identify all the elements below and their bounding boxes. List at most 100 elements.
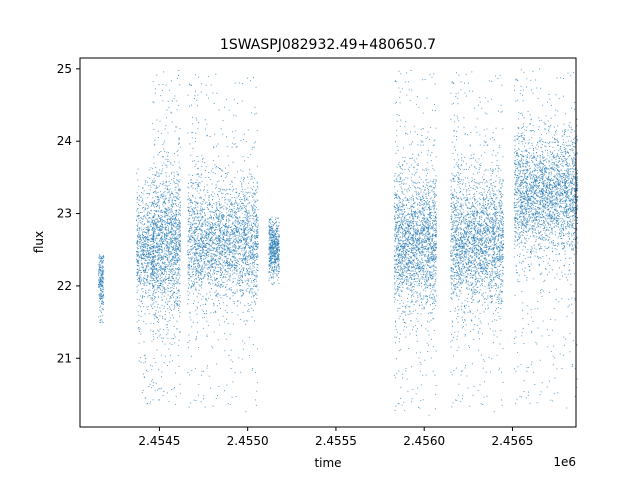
data-point	[175, 277, 177, 279]
data-point	[154, 143, 156, 145]
data-point	[224, 309, 226, 311]
data-point	[202, 251, 204, 253]
data-point	[179, 243, 181, 245]
data-point	[166, 242, 168, 244]
data-point	[136, 246, 138, 248]
data-point	[215, 248, 217, 250]
data-point	[195, 223, 197, 225]
data-point	[206, 224, 208, 226]
data-point	[156, 119, 158, 121]
data-point	[218, 180, 220, 182]
data-point	[144, 270, 146, 272]
data-point	[233, 225, 235, 227]
data-point	[170, 111, 172, 113]
data-point	[189, 143, 191, 145]
data-point	[204, 261, 206, 263]
data-point	[194, 239, 196, 241]
data-point	[172, 294, 174, 296]
data-point	[154, 215, 156, 217]
data-point	[205, 298, 207, 299]
data-point	[205, 245, 207, 247]
data-point	[155, 278, 157, 280]
data-point	[197, 265, 199, 267]
data-point	[207, 272, 209, 274]
data-point	[175, 246, 177, 248]
data-point	[139, 267, 141, 269]
data-point	[178, 344, 180, 346]
data-point	[225, 208, 227, 210]
data-point	[174, 257, 176, 258]
data-point	[167, 337, 169, 339]
data-point	[225, 231, 227, 233]
data-point	[254, 194, 256, 196]
data-point	[138, 331, 140, 332]
data-point	[153, 323, 155, 324]
data-point	[174, 130, 176, 132]
data-point	[239, 245, 241, 247]
data-point	[147, 305, 149, 307]
data-point	[238, 357, 240, 359]
data-point	[168, 288, 170, 289]
data-point	[153, 191, 155, 193]
data-point	[172, 265, 174, 267]
data-point	[222, 243, 224, 245]
data-point	[169, 244, 171, 246]
data-point	[173, 246, 175, 248]
data-point	[216, 273, 218, 275]
data-point	[221, 237, 223, 239]
data-point	[136, 215, 138, 217]
data-point	[178, 224, 180, 226]
data-point	[174, 237, 176, 239]
data-point	[147, 263, 149, 265]
data-point	[193, 183, 195, 184]
data-point	[191, 184, 193, 186]
data-point	[193, 254, 195, 256]
data-point	[168, 207, 170, 209]
data-point	[166, 166, 168, 168]
data-point	[200, 247, 202, 248]
data-point	[193, 263, 195, 265]
data-point	[231, 265, 233, 267]
data-point	[157, 250, 159, 252]
data-point	[198, 279, 200, 281]
data-point	[255, 280, 257, 282]
data-point	[222, 218, 224, 220]
data-point	[224, 252, 226, 254]
data-point	[180, 214, 181, 216]
data-point	[231, 142, 233, 144]
data-point	[204, 194, 206, 196]
data-point	[178, 222, 179, 224]
data-point	[216, 285, 218, 286]
data-point	[193, 274, 195, 275]
data-point	[239, 247, 241, 249]
data-point	[200, 274, 202, 276]
data-point	[244, 273, 246, 275]
data-point	[148, 262, 150, 264]
data-point	[175, 278, 177, 280]
data-point	[213, 259, 215, 261]
data-point	[144, 270, 146, 272]
data-point	[177, 173, 179, 175]
data-point	[243, 239, 245, 241]
data-point	[220, 233, 222, 235]
data-point	[187, 218, 189, 220]
data-point	[235, 270, 237, 272]
data-point	[170, 308, 172, 310]
data-point	[161, 232, 163, 234]
data-point	[214, 279, 216, 281]
data-point	[241, 202, 243, 204]
data-point	[175, 302, 177, 304]
data-point	[232, 261, 234, 262]
data-point	[228, 218, 229, 220]
data-point	[160, 219, 162, 221]
data-point	[154, 313, 156, 315]
data-point	[176, 171, 178, 173]
data-point	[176, 225, 178, 227]
data-point	[215, 279, 217, 281]
data-point	[231, 251, 233, 253]
data-point	[165, 198, 167, 199]
data-point	[245, 319, 247, 321]
data-point	[165, 267, 166, 269]
data-point	[187, 278, 189, 279]
data-point	[152, 224, 154, 225]
